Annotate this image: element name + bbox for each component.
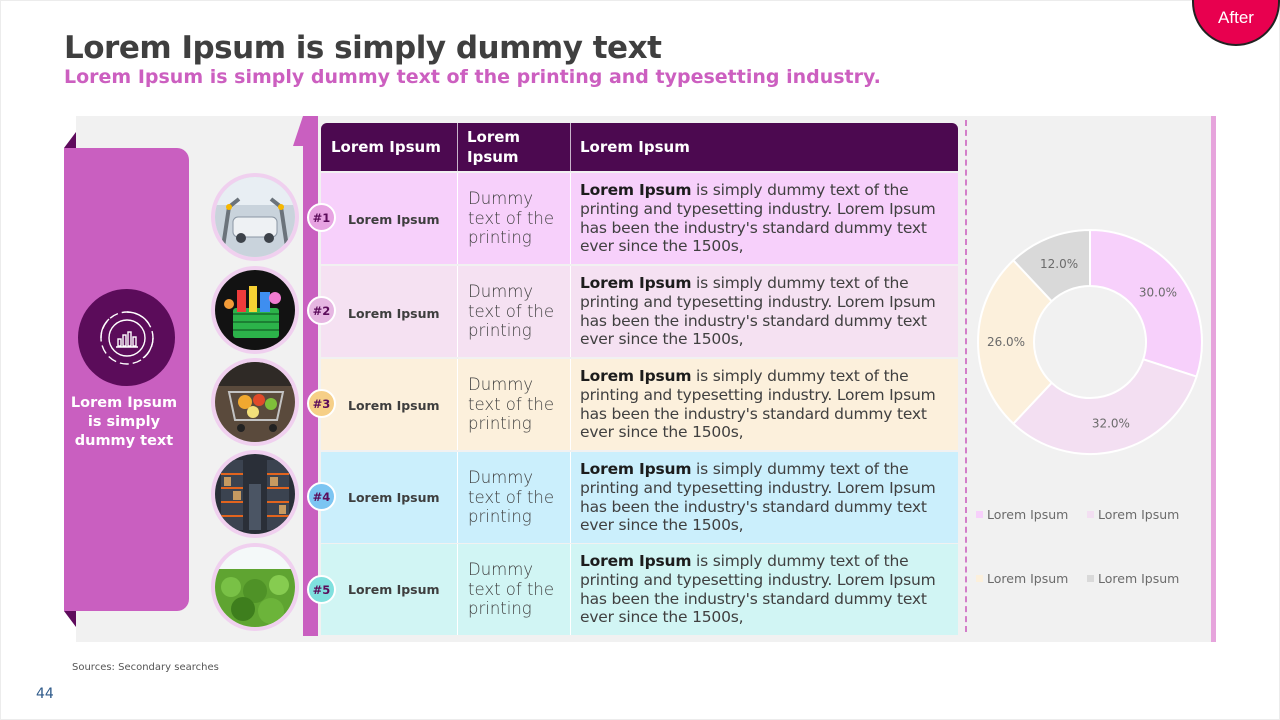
row-description-text: is simply dummy text of the printing and… (580, 367, 936, 442)
legend-label: Lorem Ipsum (987, 571, 1069, 586)
table-row: Dummy text of the printing Lorem Ipsum i… (321, 544, 958, 635)
cell-divider (457, 452, 458, 543)
page-subtitle: Lorem Ipsum is simply dummy text of the … (64, 66, 881, 88)
row-description: Lorem Ipsum is simply dummy text of the … (580, 266, 956, 357)
header-divider (457, 123, 458, 171)
cell-divider (570, 452, 571, 543)
row-number-badge: #1 (307, 203, 336, 232)
legend-label: Lorem Ipsum (987, 507, 1069, 522)
robot-assembly-line-photo (211, 173, 299, 261)
row-description-bold: Lorem Ipsum (580, 367, 692, 386)
row-description-text: is simply dummy text of the printing and… (580, 274, 936, 349)
row-summary: Dummy text of the printing (468, 560, 555, 619)
cell-divider (570, 359, 571, 450)
grocery-cart-photo (211, 358, 299, 446)
table-row: Dummy text of the printing Lorem Ipsum i… (321, 173, 958, 264)
table-row: Dummy text of the printing Lorem Ipsum i… (321, 266, 958, 357)
donut-value-label: 30.0% (1139, 286, 1177, 300)
row-description-bold: Lorem Ipsum (580, 460, 692, 479)
row-number-badge: #5 (307, 575, 336, 604)
row-description: Lorem Ipsum is simply dummy text of the … (580, 173, 956, 264)
cell-divider (457, 544, 458, 635)
left-panel-label: Lorem Ipsum is simply dummy text (70, 395, 178, 449)
donut-chart: 30.0% 32.0% 26.0% 12.0% (977, 228, 1203, 455)
legend-swatch (1087, 511, 1094, 518)
cell-divider (457, 266, 458, 357)
row-description: Lorem Ipsum is simply dummy text of the … (580, 452, 956, 543)
left-tab-fold-top (64, 132, 76, 148)
legend-item: Lorem Ipsum (976, 507, 1068, 522)
green-field-photo (211, 543, 299, 631)
row-label: Lorem Ipsum (348, 490, 440, 505)
legend-item: Lorem Ipsum (976, 571, 1068, 586)
row-summary: Dummy text of the printing (468, 375, 555, 434)
row-number-badge: #3 (307, 389, 336, 418)
row-label: Lorem Ipsum (348, 306, 440, 321)
table-header-cell: Lorem Ipsum (467, 128, 521, 166)
cell-divider (570, 266, 571, 357)
legend-item: Lorem Ipsum (1087, 571, 1179, 586)
legend-label: Lorem Ipsum (1098, 571, 1180, 586)
page-number: 44 (36, 686, 54, 702)
donut-value-label: 26.0% (987, 335, 1025, 349)
sources-note: Sources: Secondary searches (72, 662, 219, 673)
dashed-divider (965, 120, 967, 632)
row-label: Lorem Ipsum (348, 398, 440, 413)
rail-top (303, 116, 318, 146)
donut-slice (1011, 358, 1198, 455)
row-description-text: is simply dummy text of the printing and… (580, 460, 936, 535)
rail-fold (293, 116, 303, 146)
row-description-bold: Lorem Ipsum (580, 552, 692, 571)
donut-slice (1089, 228, 1203, 378)
legend-swatch (976, 511, 983, 518)
legend-label: Lorem Ipsum (1098, 507, 1180, 522)
row-description: Lorem Ipsum is simply dummy text of the … (580, 359, 956, 450)
cell-divider (570, 544, 571, 635)
cell-divider (457, 173, 458, 264)
row-label: Lorem Ipsum (348, 212, 440, 227)
row-description-text: is simply dummy text of the printing and… (580, 552, 936, 627)
page-title: Lorem Ipsum is simply dummy text (64, 30, 662, 66)
table-row: Dummy text of the printing Lorem Ipsum i… (321, 452, 958, 543)
cell-divider (570, 173, 571, 264)
row-description-bold: Lorem Ipsum (580, 274, 692, 293)
row-description-text: is simply dummy text of the printing and… (580, 181, 936, 256)
table-header: Lorem Ipsum Lorem Ipsum Lorem Ipsum (321, 123, 958, 171)
left-tab-fold-bottom (64, 611, 76, 627)
donut-value-label: 12.0% (1040, 257, 1078, 271)
warehouse-shelves-photo (211, 450, 299, 538)
pink-rail (303, 146, 318, 636)
right-rail (1211, 116, 1216, 642)
legend-item: Lorem Ipsum (1087, 507, 1179, 522)
legend-swatch (976, 575, 983, 582)
donut-slice (1011, 228, 1091, 303)
row-number-badge: #4 (307, 482, 336, 511)
row-label: Lorem Ipsum (348, 582, 440, 597)
row-description: Lorem Ipsum is simply dummy text of the … (580, 544, 956, 635)
row-number-badge: #2 (307, 296, 336, 325)
table-header-cell: Lorem Ipsum (331, 138, 441, 156)
table-row: Dummy text of the printing Lorem Ipsum i… (321, 359, 958, 450)
shopping-basket-photo (211, 266, 299, 354)
table-header-cell: Lorem Ipsum (580, 138, 690, 156)
chart-cycle-icon (78, 289, 175, 386)
cell-divider (457, 359, 458, 450)
row-summary: Dummy text of the printing (468, 468, 555, 527)
legend-swatch (1087, 575, 1094, 582)
donut-slice (977, 258, 1054, 426)
donut-value-label: 32.0% (1092, 416, 1130, 430)
after-badge-label: After (1218, 8, 1254, 27)
row-description-bold: Lorem Ipsum (580, 181, 692, 200)
row-summary: Dummy text of the printing (468, 282, 555, 341)
header-divider (570, 123, 571, 171)
row-summary: Dummy text of the printing (468, 189, 555, 248)
